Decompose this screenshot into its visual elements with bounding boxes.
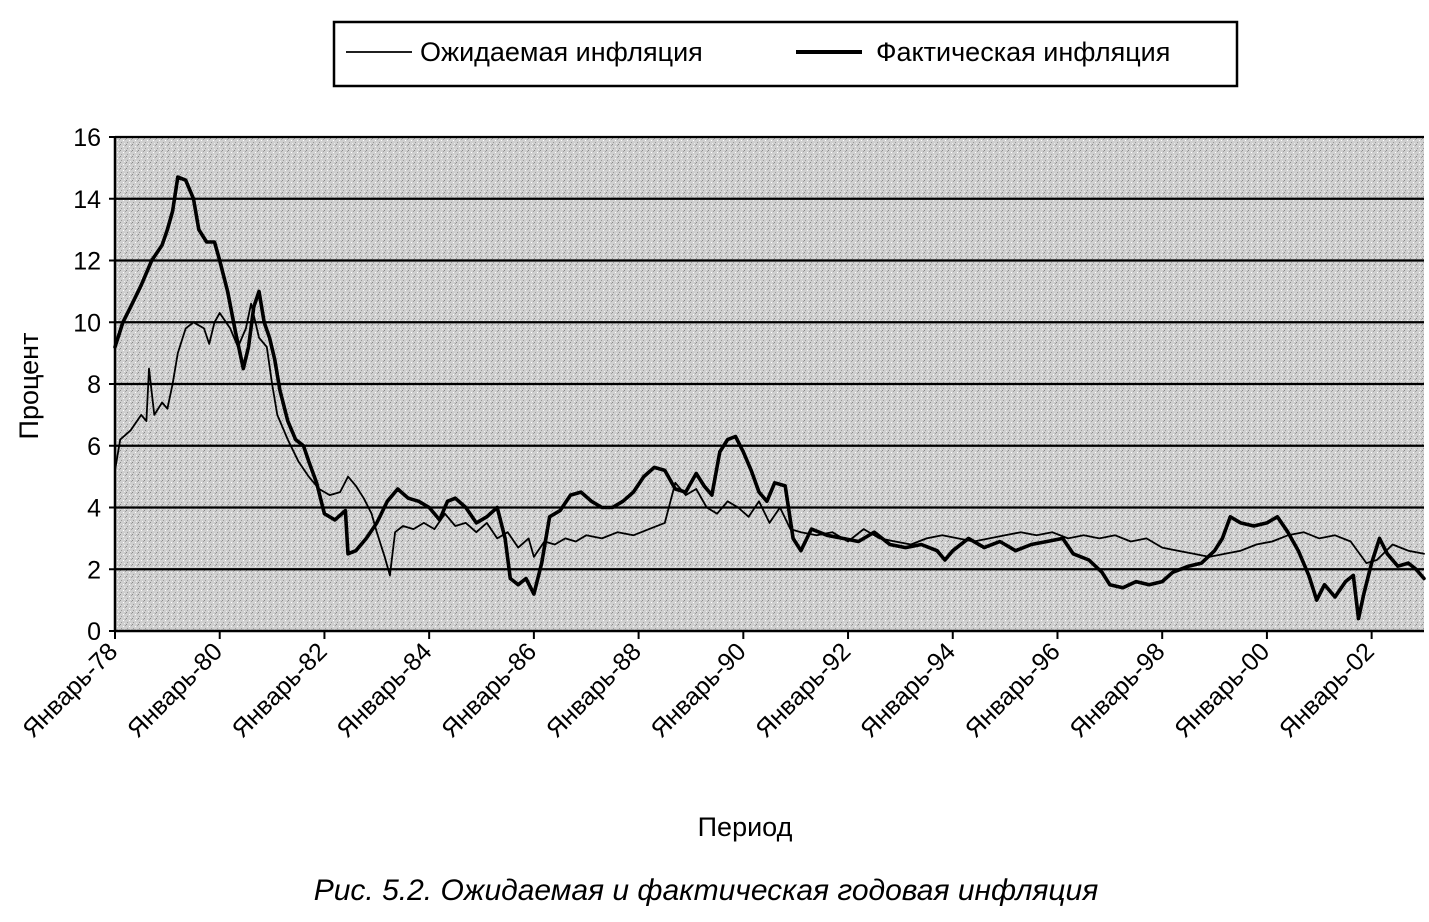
x-tick-label: Январь-90 xyxy=(646,637,752,743)
legend-label-expected: Ожидаемая инфляция xyxy=(420,37,703,67)
x-tick-label: Январь-82 xyxy=(227,637,333,743)
x-tick-label: Январь-84 xyxy=(331,637,437,743)
series-line-expected xyxy=(114,302,1425,577)
y-tick-label: 12 xyxy=(73,248,101,276)
gridlines xyxy=(115,135,1424,571)
x-tick-label: Январь-94 xyxy=(855,637,961,743)
y-tick-label: 10 xyxy=(73,309,101,337)
y-tick-label: 16 xyxy=(73,124,101,152)
figure-caption: Рис. 5.2. Ожидаемая и фактическая годова… xyxy=(314,874,1099,907)
x-tick-label: Январь-80 xyxy=(122,637,228,743)
legend: Ожидаемая инфляция Фактическая инфляция xyxy=(332,20,1239,88)
x-tick-label: Январь-88 xyxy=(541,637,647,743)
x-tick-label: Январь-96 xyxy=(960,637,1066,743)
series-line-actual xyxy=(113,175,1426,621)
y-tick-label: 14 xyxy=(73,186,101,214)
y-axis-ticks: 0 2 4 6 8 10 12 14 16 xyxy=(73,124,115,646)
y-tick-label: 6 xyxy=(87,433,101,461)
x-tick-label: Январь-00 xyxy=(1169,637,1275,743)
x-axis-title: Период xyxy=(698,812,793,842)
x-tick-label: Январь-92 xyxy=(750,637,856,743)
legend-box xyxy=(332,20,1239,88)
x-axis-ticks: Январь-78Январь-80Январь-82Январь-84Янва… xyxy=(17,631,1380,743)
y-tick-label: 2 xyxy=(87,556,101,584)
y-tick-label: 4 xyxy=(87,495,101,523)
legend-label-actual: Фактическая инфляция xyxy=(876,37,1170,67)
y-tick-label: 0 xyxy=(87,618,101,646)
x-tick-label: Январь-98 xyxy=(1064,637,1170,743)
series-lines xyxy=(113,175,1426,621)
y-tick-label: 8 xyxy=(87,371,101,399)
y-axis-title: Процент xyxy=(14,333,44,440)
x-tick-label: Январь-78 xyxy=(17,637,123,743)
x-tick-label: Январь-02 xyxy=(1274,637,1380,743)
x-tick-label: Январь-86 xyxy=(436,637,542,743)
